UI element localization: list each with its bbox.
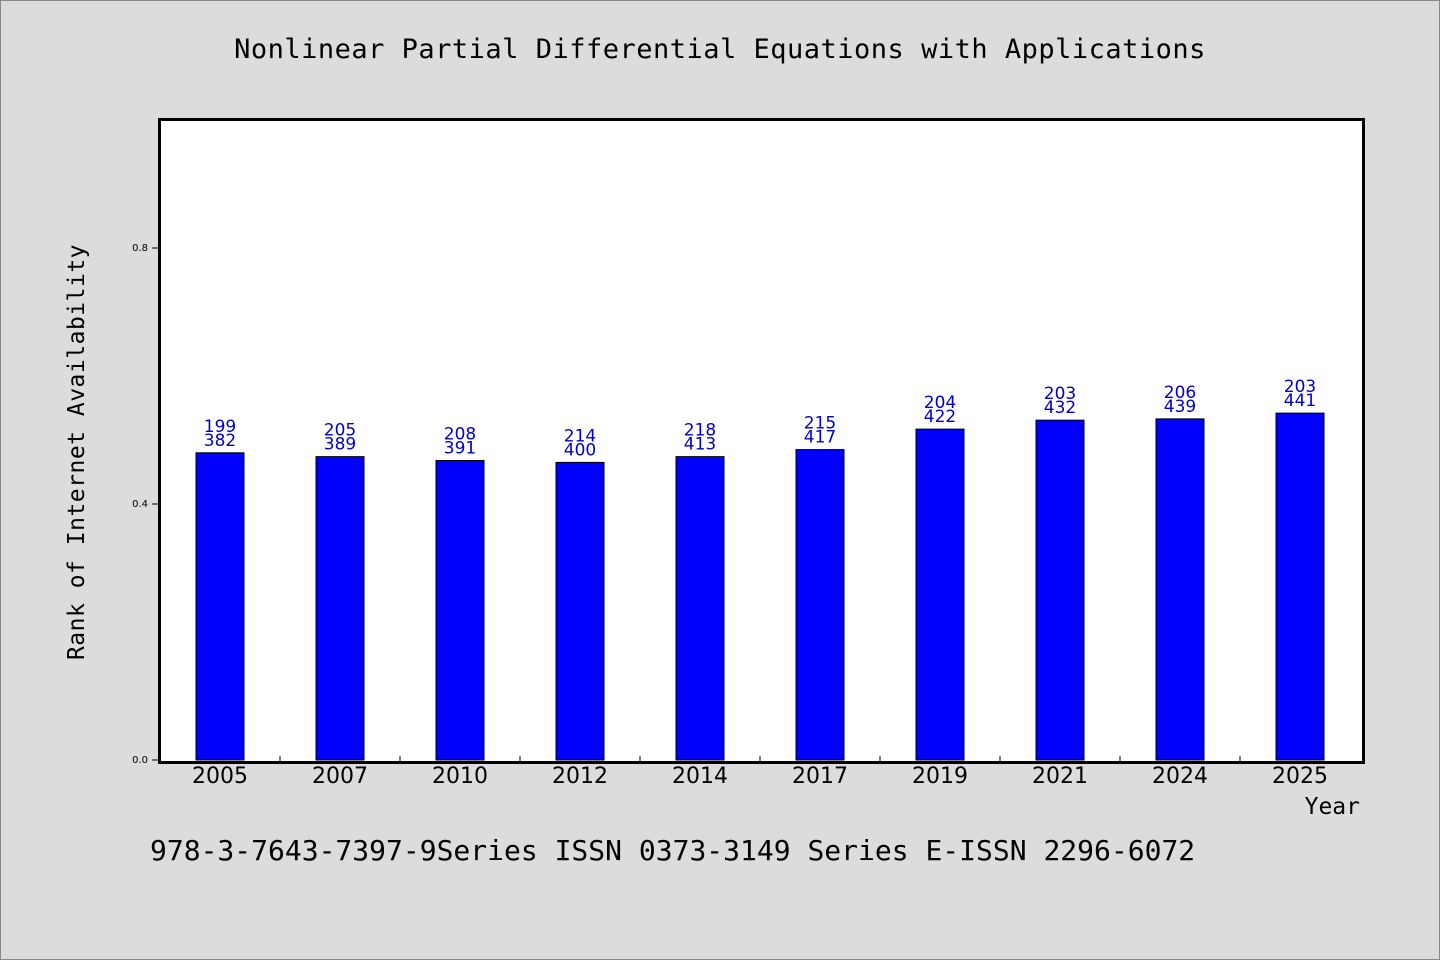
x-tick-label: 2024 (1152, 764, 1208, 789)
x-tick-label: 2017 (792, 764, 848, 789)
data-label-bottom: 400 (564, 440, 596, 460)
data-label-bottom: 439 (1164, 397, 1196, 417)
bar (1155, 418, 1205, 761)
data-label-top: 203 (1044, 384, 1076, 404)
data-label-bottom: 413 (684, 435, 716, 455)
y-tick-label: 0.4 (132, 499, 148, 510)
data-label-top: 205 (324, 421, 356, 441)
x-tick-label: 2019 (912, 764, 968, 789)
bar (195, 452, 245, 761)
bar (1035, 419, 1085, 761)
x-tick-label: 2005 (192, 764, 248, 789)
data-label-top: 214 (564, 426, 596, 446)
data-label-top: 206 (1164, 383, 1196, 403)
data-label-top: 199 (204, 417, 236, 437)
data-label-bottom: 417 (804, 428, 836, 448)
x-tick-label: 2007 (312, 764, 368, 789)
data-label-bottom: 391 (444, 438, 476, 458)
x-tick-label: 2025 (1272, 764, 1328, 789)
y-tick-label: 0.0 (132, 755, 148, 766)
x-tick-label: 2010 (432, 764, 488, 789)
footer-isbn-text: 978-3-7643-7397-9Series ISSN 0373-3149 S… (150, 834, 1196, 867)
data-label-top: 203 (1284, 377, 1316, 397)
data-label-bottom: 432 (1044, 398, 1076, 418)
x-tick-label: 2014 (672, 764, 728, 789)
bar (435, 459, 485, 761)
data-label-bottom: 389 (324, 435, 356, 455)
bar (795, 449, 845, 761)
bar (555, 461, 605, 761)
chart-title: Nonlinear Partial Differential Equations… (234, 34, 1206, 65)
bar (915, 428, 965, 761)
data-label-bottom: 422 (924, 407, 956, 427)
data-label-bottom: 382 (204, 431, 236, 451)
data-label-top: 204 (924, 393, 956, 413)
x-axis-label: Year (1304, 794, 1360, 820)
y-axis-label: Rank of Internet Availability (64, 243, 90, 661)
bar (675, 456, 725, 761)
bar (1275, 412, 1325, 761)
bar (315, 456, 365, 761)
y-tick-label: 0.8 (132, 243, 148, 254)
x-tick-label: 2012 (552, 764, 608, 789)
data-label-top: 215 (804, 414, 836, 434)
data-label-top: 208 (444, 424, 476, 444)
data-label-top: 218 (684, 421, 716, 441)
data-label-bottom: 441 (1284, 391, 1316, 411)
x-tick-label: 2021 (1032, 764, 1088, 789)
